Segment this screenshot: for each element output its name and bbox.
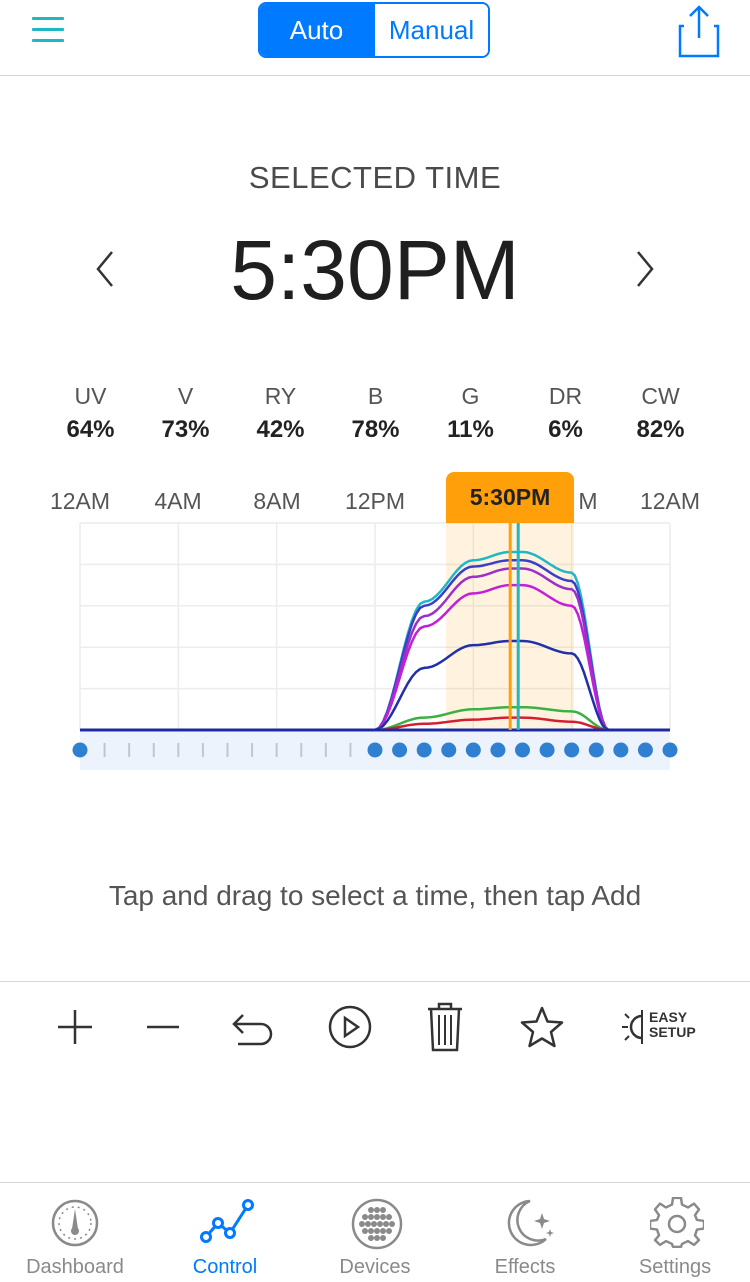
keyframe-dot <box>588 742 604 758</box>
channel-value: 73% <box>161 416 210 443</box>
channel-name: V <box>177 383 194 409</box>
tab-label: Control <box>192 1256 258 1278</box>
channel-name: RY <box>264 383 297 409</box>
keyframe-dot <box>515 742 530 758</box>
channel-name: G <box>461 383 480 409</box>
tab-dashboard[interactable]: Dashboard <box>0 1183 150 1282</box>
keyframe-dot <box>367 742 383 758</box>
channel-name: CW <box>641 383 680 409</box>
time-marker-label[interactable]: 5:30PM <box>446 472 574 523</box>
selected-time-label: SELECTED TIME <box>248 160 502 195</box>
trash-icon[interactable] <box>418 1000 472 1054</box>
easy-setup-label: EASY SETUP <box>649 1010 696 1040</box>
tab-label: Settings <box>638 1256 712 1278</box>
selected-time-value: 5:30PM <box>230 223 520 317</box>
x-tick-8am: 8AM <box>253 488 301 514</box>
tab-label: Dashboard <box>26 1256 124 1278</box>
action-toolbar <box>0 981 750 1074</box>
channel-value: 11% <box>447 416 494 443</box>
channel-b: B 78% <box>328 383 423 444</box>
graph-line-icon <box>200 1199 254 1243</box>
keyframe-dot <box>416 742 432 758</box>
x-tick-4am: 4AM <box>154 488 202 514</box>
moon-stars-icon <box>507 1199 554 1247</box>
easy-setup-line1: EASY <box>649 1009 688 1025</box>
x-tick-12am-end: 12AM <box>639 488 701 514</box>
keyframe-dot <box>465 742 481 758</box>
remove-icon[interactable] <box>136 1000 190 1054</box>
top-bar: Auto Manual <box>0 0 750 76</box>
channel-v: V 73% <box>138 383 233 444</box>
channel-value: 78% <box>351 416 400 443</box>
gear-icon <box>650 1197 704 1249</box>
x-tick-12pm: 12PM <box>344 488 406 514</box>
keyframe-dot <box>564 742 580 758</box>
sun-half-icon <box>622 1010 643 1044</box>
play-icon[interactable] <box>323 1000 377 1054</box>
easy-setup-button[interactable]: EASY SETUP <box>620 1008 710 1048</box>
keyframe-dot <box>613 742 629 758</box>
channel-ry: RY 42% <box>233 383 328 444</box>
undo-icon[interactable] <box>226 1000 280 1054</box>
tab-bar: Dashboard Control Devices <box>0 1182 750 1282</box>
channel-dr: DR 6% <box>518 383 613 444</box>
keyframe-dot <box>441 742 457 758</box>
keyframe-dot <box>490 742 506 758</box>
schedule-chart[interactable] <box>0 0 750 800</box>
channel-name: DR <box>548 383 583 409</box>
favorite-star-icon[interactable] <box>515 1000 569 1054</box>
gauge-icon <box>51 1199 99 1247</box>
tab-label: Devices <box>339 1256 411 1278</box>
tab-control[interactable]: Control <box>150 1183 300 1282</box>
tab-effects[interactable]: Effects <box>450 1183 600 1282</box>
tab-devices[interactable]: Devices <box>300 1183 450 1282</box>
channel-cw: CW 82% <box>613 383 708 444</box>
channel-g: G 11% <box>423 383 518 444</box>
x-tick-12am: 12AM <box>49 488 111 514</box>
hint-text: Tap and drag to select a time, then tap … <box>108 880 642 911</box>
channel-value: 64% <box>66 416 115 443</box>
mode-auto-button[interactable]: Auto <box>260 4 373 56</box>
channel-value: 6% <box>548 416 583 443</box>
tab-label: Effects <box>494 1256 556 1278</box>
keyframe-dot <box>392 742 408 758</box>
previous-time-icon[interactable] <box>90 248 120 290</box>
easy-setup-line2: SETUP <box>649 1024 696 1040</box>
mode-segmented-control[interactable]: Auto Manual <box>258 2 490 58</box>
add-icon[interactable] <box>48 1000 102 1054</box>
channel-value: 82% <box>636 416 685 443</box>
keyframe-dot <box>72 742 88 758</box>
mode-manual-button[interactable]: Manual <box>373 4 488 56</box>
share-icon[interactable] <box>678 4 720 58</box>
x-tick-8pm-fragment: M <box>578 488 598 514</box>
channel-readouts: UV 64% V 73% RY 42% B 78% G 11% DR 6% CW 82% <box>43 383 708 444</box>
keyframe-dot <box>539 742 555 758</box>
led-array-icon <box>351 1198 403 1250</box>
channel-value: 42% <box>256 416 305 443</box>
tab-settings[interactable]: Settings <box>600 1183 750 1282</box>
menu-icon[interactable] <box>32 17 64 43</box>
channel-name: UV <box>74 383 107 409</box>
keyframe-dot <box>637 742 653 758</box>
channel-uv: UV 64% <box>43 383 138 444</box>
next-time-icon[interactable] <box>630 248 660 290</box>
channel-name: B <box>367 383 384 409</box>
keyframe-dot <box>662 742 678 758</box>
